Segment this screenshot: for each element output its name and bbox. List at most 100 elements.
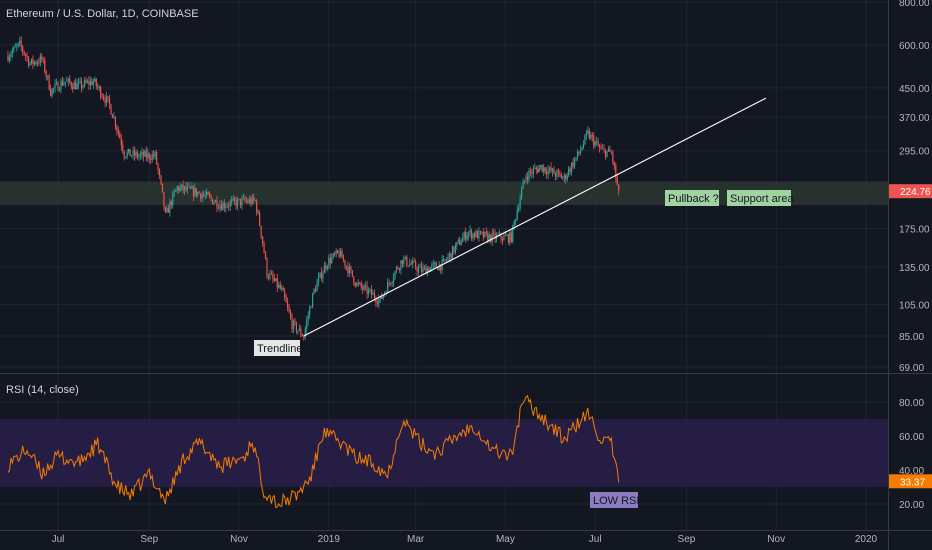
candle-up [139,154,142,156]
candle-down [44,59,46,72]
candle-up [534,168,536,169]
candle-down [342,258,345,261]
candle-down [223,203,225,208]
candle-down [129,148,131,157]
candle-up [51,88,53,96]
candle-up [475,231,477,237]
candle-up [506,234,508,236]
candle-down [272,274,274,279]
candle-down [45,71,47,77]
candle-down [397,267,399,269]
candle-down [208,194,211,197]
time-tick-label: Sep [678,534,696,545]
trendline-label: Trendline [257,343,302,355]
candle-down [116,126,118,131]
candle-up [556,170,558,177]
candle-up [225,206,227,208]
candle-down [270,273,273,275]
candle-up [130,155,133,157]
candle-down [239,198,242,206]
candle-up [382,295,384,299]
candle-down [294,320,296,323]
candle-down [557,170,560,173]
candle-up [540,164,542,168]
candle-up [601,148,604,150]
candle-up [491,232,493,242]
candle-down [7,55,9,61]
candle-down [163,192,165,208]
candle-up [584,135,586,145]
candle-up [292,320,295,330]
candle-down [504,235,507,236]
candle-down [357,283,359,284]
candle-up [462,237,464,243]
candle-down [216,200,218,208]
candle-down [588,130,590,139]
time-tick-label: May [496,534,515,545]
candle-up [454,245,456,253]
candle-up [226,205,228,207]
candle-up [575,157,577,160]
candle-down [114,117,116,127]
candle-down [494,232,496,240]
rsi-tick-label: 40.00 [899,466,924,477]
candle-down [142,151,144,157]
candle-up [313,289,315,294]
candle-up [172,193,174,206]
candle-down [428,268,430,272]
candle-down [289,312,292,318]
candle-down [353,276,355,284]
candle-down [493,232,495,234]
rsi-title: RSI (14, close) [6,384,79,396]
candle-down [20,40,22,47]
candle-down [425,266,427,275]
candle-down [559,172,561,175]
candle-down [91,80,93,86]
candle-down [259,212,261,226]
candle-down [572,162,574,167]
candle-down [245,200,247,202]
candle-down [158,169,161,176]
candle-up [466,235,468,240]
candle-down [500,233,502,239]
candle-up [181,184,183,188]
candle-up [33,61,36,65]
candle-down [600,147,602,149]
candle-down [161,183,164,193]
candle-down [345,266,348,267]
candle-down [263,243,265,253]
candle-down [195,188,197,196]
candle-down [440,264,442,270]
candle-up [356,283,358,286]
candle-up [523,180,526,182]
candle-up [13,46,15,51]
candle-down [244,197,246,201]
time-tick-label: Jul [52,534,65,545]
candle-up [242,197,245,199]
candle-down [122,145,124,152]
candle-up [548,167,551,170]
candle-up [582,144,585,148]
candle-down [578,151,580,154]
candle-down [282,287,284,291]
candle-up [236,199,239,207]
current-price-tag [889,184,932,199]
candle-up [432,263,434,265]
candle-down [288,306,290,313]
current-rsi-tag [889,474,932,489]
candle-up [568,168,570,176]
candle-down [80,81,83,88]
candle-up [417,267,420,272]
candle-down [156,152,158,164]
candle-down [32,58,34,65]
candle-down [136,152,139,158]
candle-up [395,267,398,272]
candle-down [604,149,607,157]
candle-down [101,96,103,98]
candle-down [276,278,278,288]
time-tick-label: Sep [140,534,158,545]
price-tick-label: 295.00 [899,147,930,158]
candle-down [437,267,439,271]
candle-up [394,271,396,278]
